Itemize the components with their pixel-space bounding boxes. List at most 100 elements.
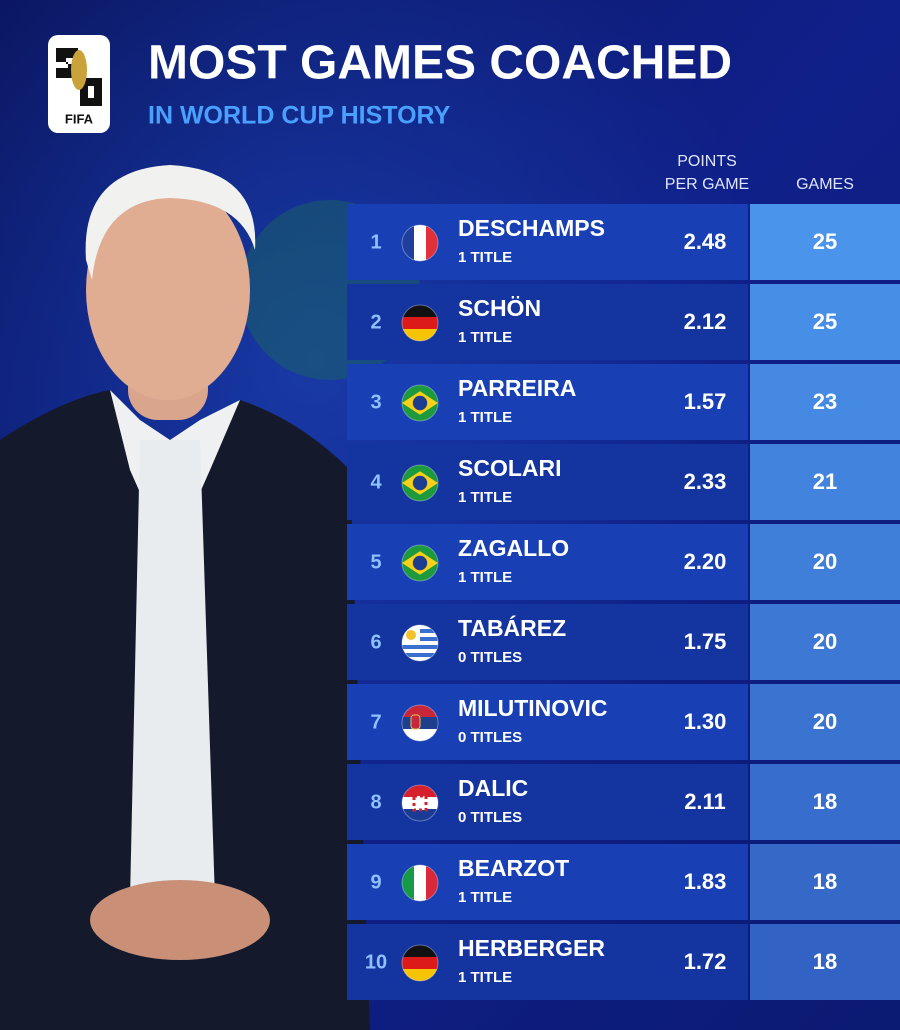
flag-stripe: [402, 729, 438, 741]
rank: 7: [370, 711, 381, 733]
games: 23: [813, 389, 837, 414]
flag-stripe: [402, 969, 438, 981]
coach-name: DESCHAMPS: [458, 215, 605, 241]
coach-name: ZAGALLO: [458, 535, 569, 561]
games-cell-bg: [750, 364, 900, 440]
points-per-game: 2.11: [684, 789, 726, 814]
titles: 1 TITLE: [458, 249, 512, 266]
titles: 1 TITLE: [458, 329, 512, 346]
points-per-game: 2.12: [684, 309, 727, 334]
games: 20: [813, 549, 837, 574]
shirt: [130, 440, 215, 900]
rank: 9: [370, 871, 381, 893]
coach-name: TABÁREZ: [458, 614, 566, 641]
flag-border: [401, 624, 439, 662]
games-cell-bg: [750, 684, 900, 760]
coach-name: SCOLARI: [458, 455, 562, 481]
table-row: 1 DESCHAMPS 1 TITLE 2.48 25: [347, 204, 900, 280]
flag: [402, 785, 438, 821]
rank: 8: [370, 791, 381, 813]
points-per-game: 1.57: [684, 389, 727, 414]
flag-stripe: [402, 317, 438, 330]
titles: 0 TITLES: [458, 649, 522, 666]
hair: [85, 165, 256, 280]
titles: 0 TITLES: [458, 809, 522, 826]
flag-stripe: [402, 957, 438, 970]
games: 20: [813, 629, 837, 654]
games: 18: [813, 949, 837, 974]
flag: [402, 545, 438, 581]
coach-name: PARREIRA: [458, 375, 576, 401]
flag-emblem: [410, 714, 421, 730]
face: [86, 180, 250, 400]
flag-stripe: [402, 653, 438, 657]
points-per-game: 1.75: [684, 629, 727, 654]
points-per-game: 2.48: [684, 229, 727, 254]
flag-border: [401, 864, 439, 902]
games: 18: [813, 789, 837, 814]
flag-stripe: [414, 225, 427, 261]
titles: 1 TITLE: [458, 489, 512, 506]
flag-stripe: [426, 865, 438, 901]
titles: 1 TITLE: [458, 969, 512, 986]
points-per-game: 2.20: [684, 549, 727, 574]
flag-stripe: [402, 225, 415, 261]
points-per-game: 1.30: [684, 709, 727, 734]
games: 21: [813, 469, 837, 494]
rank: 4: [370, 471, 382, 493]
games-cell-bg: [750, 524, 900, 600]
logo: FIFA: [48, 35, 110, 133]
rank: 2: [370, 311, 381, 333]
titles: 1 TITLE: [458, 409, 512, 426]
table-row: 8 DALIC 0 TITLES 2.11 18: [347, 764, 900, 840]
flag-stripe: [402, 305, 438, 318]
rank: 5: [370, 551, 381, 573]
games: 20: [813, 709, 837, 734]
flag-stripe: [402, 865, 415, 901]
coach-photo: [0, 165, 370, 1030]
flag-stripe: [426, 225, 438, 261]
flag-border: [401, 384, 439, 422]
flag-border: [401, 304, 439, 342]
logo-digit: [80, 78, 102, 106]
column-header: PER GAME: [665, 176, 749, 193]
games-cell-bg: [750, 444, 900, 520]
flag-globe: [412, 475, 428, 491]
flag-stripe: [402, 809, 438, 821]
games-cell-bg: [750, 284, 900, 360]
flag-stripe: [402, 705, 438, 718]
flag-border: [401, 464, 439, 502]
titles: 1 TITLE: [458, 569, 512, 586]
flag: [402, 625, 438, 661]
titles: 0 TITLES: [458, 729, 522, 746]
flag-emblem: [412, 794, 428, 812]
coach-name: BEARZOT: [458, 855, 569, 881]
flag-stripe: [402, 645, 438, 649]
table-row: 9 BEARZOT 1 TITLE 1.83 18: [347, 844, 900, 920]
flag: [402, 945, 438, 981]
games-cell-bg: [750, 844, 900, 920]
coach-name: MILUTINOVIC: [458, 695, 608, 721]
flag-stripe: [414, 865, 427, 901]
rank: 6: [370, 631, 381, 653]
games: 25: [813, 229, 837, 254]
flag-border: [401, 544, 439, 582]
points-per-game: 1.72: [684, 949, 727, 974]
flag-stripe: [402, 945, 438, 958]
flag-stripe: [402, 785, 438, 798]
games-cell-bg: [750, 924, 900, 1000]
table-row: 3 PARREIRA 1 TITLE 1.57 23: [347, 364, 900, 440]
column-header: POINTS: [677, 153, 737, 170]
logo-trophy: [71, 50, 87, 90]
rank: 1: [370, 231, 381, 253]
flag-border: [401, 944, 439, 982]
table-row: 10 HERBERGER 1 TITLE 1.72 18: [347, 924, 900, 1000]
table-row: 4 SCOLARI 1 TITLE 2.33 21: [347, 444, 900, 520]
title: MOST GAMES COACHED: [148, 37, 732, 90]
coach-name: HERBERGER: [458, 935, 605, 961]
games-cell-bg: [750, 604, 900, 680]
points-per-game: 2.33: [684, 469, 727, 494]
table-row: 5 ZAGALLO 1 TITLE 2.20 20: [347, 524, 900, 600]
